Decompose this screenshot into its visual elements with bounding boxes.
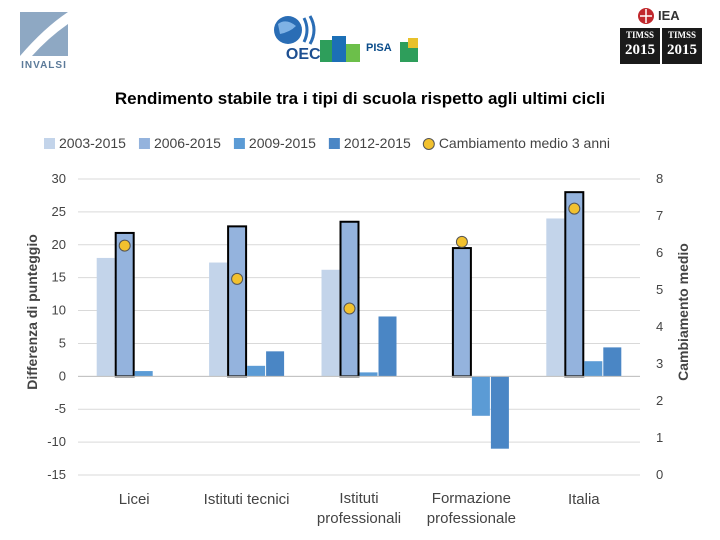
legend-entry: 2006-2015 <box>154 135 221 151</box>
y2-tick-label: 5 <box>656 282 663 297</box>
y-tick-label: 30 <box>52 171 66 186</box>
bar-2006-2015 <box>451 247 472 378</box>
marker-cambiamento-medio <box>343 302 356 315</box>
category-label: Istituti tecnici <box>204 491 290 508</box>
y-tick-label: -5 <box>54 401 66 416</box>
y-tick-label: 0 <box>59 368 66 383</box>
invalsi-logo-mark <box>20 12 68 56</box>
y2-tick-label: 3 <box>656 356 663 371</box>
category-label: professionali <box>317 510 401 527</box>
bar-2003-2015 <box>96 257 115 377</box>
iea-logo-text: IEA <box>658 8 680 23</box>
page-title: Rendimento stabile tra i tipi di scuola … <box>114 89 606 108</box>
bar-2003-2015 <box>546 218 565 377</box>
legend-swatch <box>44 138 55 149</box>
marker-cambiamento-medio <box>118 239 131 252</box>
y2-tick-label: 4 <box>656 319 663 334</box>
invalsi-logo-text: INVALSI <box>21 60 67 71</box>
bar-2012-2015 <box>490 376 509 449</box>
bar-2006-2015 <box>227 225 248 378</box>
category-label: Licei <box>119 491 150 508</box>
bar-2012-2015 <box>603 347 622 377</box>
bar-2009-2015 <box>247 365 266 377</box>
y2-tick-label: 7 <box>656 208 663 223</box>
bar-2006-2015 <box>339 220 360 378</box>
pisa-logo-mark <box>320 36 418 62</box>
timss-logo: TIMSS 2015 <box>620 28 660 64</box>
y-tick-label: -10 <box>47 434 66 449</box>
category-label: Italia <box>568 491 600 508</box>
y2-tick-label: 1 <box>656 430 663 445</box>
legend-marker <box>422 138 435 150</box>
bar-2009-2015 <box>134 371 153 377</box>
y-tick-label: 5 <box>59 335 66 350</box>
oecd-globe-icon <box>274 15 316 45</box>
iea-logo: IEA <box>636 6 696 26</box>
bar-2009-2015 <box>359 372 378 377</box>
y2-axis-title: Cambiamento medio <box>675 243 691 381</box>
y2-tick-label: 8 <box>656 171 663 186</box>
legend-entry: 2003-2015 <box>59 135 126 151</box>
y2-tick-label: 2 <box>656 393 663 408</box>
bar-2012-2015 <box>266 351 285 377</box>
marker-cambiamento-medio <box>455 235 468 248</box>
y2-tick-label: 6 <box>656 245 663 260</box>
bar-2009-2015 <box>584 361 603 377</box>
legend-entry: 2009-2015 <box>249 135 316 151</box>
pisa-logo-text: PISA <box>366 42 392 54</box>
legend-entry: Cambiamento medio 3 anni <box>439 135 610 151</box>
invalsi-logo: INVALSI <box>18 10 70 71</box>
category-label: professionale <box>427 510 516 527</box>
y-axis-title: Differenza di punteggio <box>24 234 40 390</box>
legend-swatch <box>328 138 340 149</box>
legend-swatch <box>233 138 245 149</box>
bar-2012-2015 <box>378 316 397 377</box>
timss-advanced-logo: TIMSS 2015 <box>662 28 702 64</box>
y-tick-label: 15 <box>52 270 66 285</box>
pisa-logo: PISA <box>320 36 420 64</box>
y-tick-label: 25 <box>52 204 66 219</box>
bar-2006-2015 <box>114 231 135 378</box>
legend-entry: 2012-2015 <box>344 135 411 151</box>
category-label: Formazione <box>432 490 511 507</box>
y2-tick-label: 0 <box>656 467 663 482</box>
y-tick-label: 20 <box>52 237 66 252</box>
y-tick-label: 10 <box>52 303 66 318</box>
bar-2003-2015 <box>321 269 340 377</box>
y-tick-label: -15 <box>47 467 66 482</box>
bar-2009-2015 <box>471 376 490 416</box>
category-label: Istituti <box>339 490 378 507</box>
bar-2006-2015 <box>564 191 585 378</box>
legend-swatch <box>138 138 150 149</box>
timss-logos: TIMSS 2015 TIMSS 2015 <box>620 28 702 64</box>
iea-globe-icon <box>638 8 654 24</box>
marker-cambiamento-medio <box>568 202 581 215</box>
marker-cambiamento-medio <box>231 272 244 285</box>
bar-2003-2015 <box>209 262 228 377</box>
